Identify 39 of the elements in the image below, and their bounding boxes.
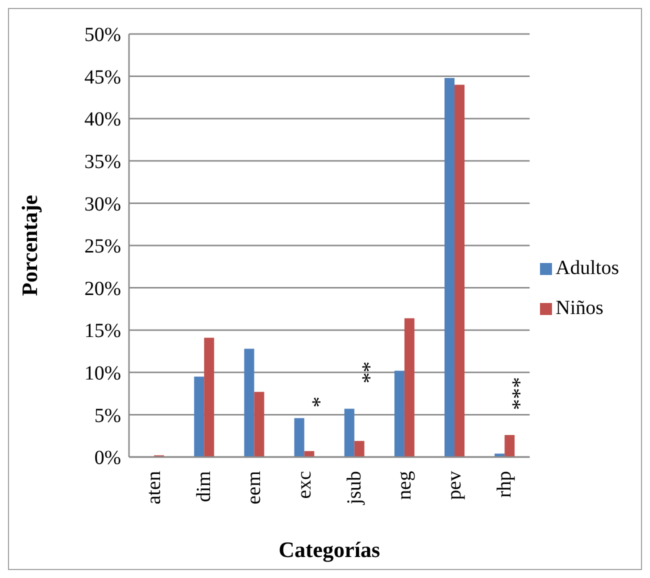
x-tick-label: dim: [193, 470, 216, 502]
bar: [254, 392, 264, 457]
x-tick-label: pev: [444, 471, 466, 500]
x-tick-label: rhp: [494, 471, 516, 498]
bar: [244, 348, 254, 457]
annotation: ***: [501, 377, 526, 410]
bar: [304, 451, 314, 457]
x-axis-title: Categorías: [278, 537, 380, 562]
y-tick-label: 35%: [84, 151, 121, 173]
y-tick-label: 45%: [84, 66, 121, 88]
y-tick-label: 40%: [84, 108, 121, 131]
y-axis-title: Porcentaje: [16, 194, 42, 296]
x-tick-label: aten: [143, 471, 166, 504]
bar: [444, 78, 455, 457]
legend-label: Adultos: [556, 257, 619, 279]
y-tick-label: 0%: [94, 447, 121, 470]
y-tick-label: 25%: [84, 236, 121, 258]
y-tick-label: 5%: [94, 404, 121, 427]
y-tick-label: 15%: [84, 320, 121, 342]
annotation: *: [300, 396, 326, 408]
x-tick-label: exc: [293, 470, 316, 499]
x-tick-label: neg: [393, 471, 416, 500]
x-tick-label: jsub: [343, 471, 366, 506]
bar: [294, 418, 304, 457]
bar: [204, 338, 214, 457]
y-tick-label: 20%: [84, 278, 121, 300]
bar: [404, 318, 414, 457]
bar: [194, 376, 204, 457]
y-tick-label: 30%: [84, 193, 121, 216]
bar: [504, 435, 515, 457]
annotation: **: [350, 361, 376, 384]
y-tick-label: 50%: [84, 24, 121, 46]
bar: [354, 440, 364, 457]
bar: [344, 408, 354, 457]
bar: [454, 84, 465, 457]
legend-label: Niños: [556, 297, 604, 319]
x-tick-label: eem: [243, 470, 266, 504]
bar: [394, 370, 404, 457]
y-tick-label: 10%: [84, 362, 121, 384]
